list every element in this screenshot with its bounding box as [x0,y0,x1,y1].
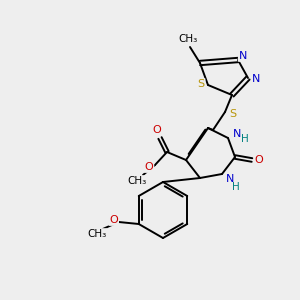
Text: CH₃: CH₃ [178,34,198,44]
Text: S: S [197,79,205,89]
Text: S: S [230,109,237,119]
Text: N: N [226,174,234,184]
Text: N: N [239,51,247,61]
Text: N: N [252,74,260,84]
Text: CH₃: CH₃ [87,229,106,239]
Text: CH₃: CH₃ [128,176,147,186]
Text: H: H [241,134,249,144]
Text: N: N [233,129,241,139]
Text: O: O [153,125,161,135]
Text: O: O [110,215,118,225]
Text: O: O [255,155,263,165]
Text: H: H [232,182,240,192]
Text: O: O [145,162,153,172]
